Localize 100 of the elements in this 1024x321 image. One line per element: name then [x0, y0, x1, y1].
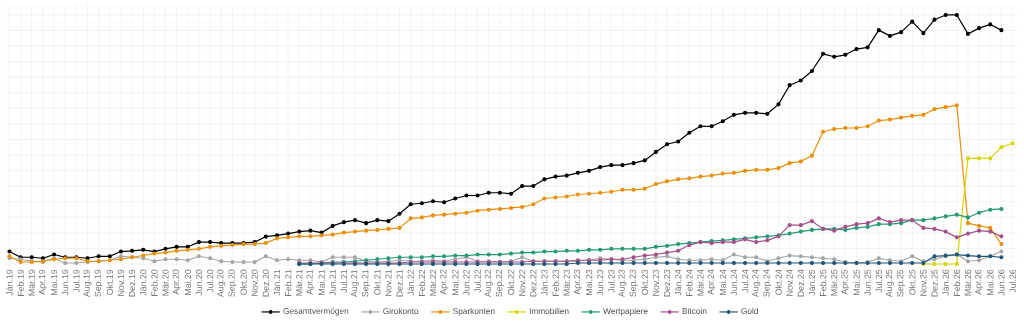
x-tick-label: Jul.26 [1009, 269, 1016, 293]
point [943, 261, 948, 267]
x-tick-label: Jul.23 [608, 269, 615, 293]
x-tick-label: Nov.24 [786, 269, 793, 296]
x-tick-label: Okt.21 [374, 269, 381, 295]
x-tick-label: Dez.23 [663, 269, 671, 297]
x-tick-label: Jul.24 [741, 269, 749, 293]
x-tick-label: Jun.19 [62, 269, 69, 296]
legend-label: Gold [741, 307, 758, 315]
legend-label: Wertpapiere [603, 307, 648, 316]
point [932, 261, 937, 267]
x-tick-label: Mär.25 [831, 269, 838, 296]
x-tick-label: Mär.19 [28, 269, 35, 296]
x-tick-label: Nov.21 [385, 269, 392, 296]
legend-label: Sparkonten [453, 307, 495, 316]
x-tick-label: Sep.23 [629, 269, 638, 297]
x-tick-label: Dez.25 [931, 269, 938, 297]
x-tick-label: Aug.19 [83, 269, 92, 298]
x-tick-label: Okt.19 [106, 269, 114, 295]
x-tick-label: Sep.20 [228, 269, 237, 297]
x-tick-label: Okt.24 [775, 269, 782, 295]
legend-label: Bitcoin [682, 307, 707, 315]
x-tick-label: Jul.21 [340, 269, 348, 293]
x-tick-label: Mär.21 [296, 269, 303, 296]
x-tick-label: Apr.24 [707, 269, 716, 295]
point [999, 145, 1004, 150]
x-tick-label: Mai.20 [184, 269, 192, 295]
x-tick-label: Sep.21 [362, 269, 371, 297]
x-tick-label: Okt.20 [240, 269, 247, 295]
x-tick-label: Mai.24 [719, 269, 726, 295]
x-tick-label: Mai.22 [452, 269, 459, 295]
x-tick-label: Mär.24 [697, 269, 704, 296]
x-tick-label: Apr.19 [38, 269, 47, 295]
x-tick-label: Feb.25 [819, 269, 827, 296]
point [965, 156, 971, 161]
x-tick-label: Feb.22 [418, 269, 426, 296]
x-tick-label: Jän.24 [675, 269, 682, 296]
x-tick-label: Aug.20 [217, 269, 226, 298]
point [1010, 141, 1015, 146]
x-tick-label: Mär.26 [964, 269, 972, 296]
x-tick-label: Dez.20 [262, 269, 269, 297]
x-tick-label: Jun.22 [463, 269, 470, 296]
x-tick-label: Apr.26 [975, 269, 984, 295]
x-tick-label: Jän.19 [6, 269, 13, 296]
x-tick-label: Feb.24 [686, 269, 693, 296]
x-tick-label: Sep.24 [763, 269, 772, 297]
x-tick-label: Jun.20 [195, 269, 203, 296]
x-tick-label: Feb.21 [284, 269, 292, 296]
x-tick-label: Dez.21 [396, 269, 403, 297]
x-tick-label: Mär.20 [162, 269, 169, 296]
x-tick-label: Aug.25 [885, 269, 894, 298]
x-tick-label: Dez.24 [797, 269, 804, 297]
x-tick-label: Jul.22 [474, 269, 481, 293]
x-tick-label: Feb.26 [953, 269, 961, 296]
x-tick-label: Dez.19 [128, 269, 136, 297]
x-tick-label: Nov.25 [920, 269, 927, 296]
x-tick-label: Mär.23 [563, 269, 570, 296]
x-tick-label: Sep.22 [495, 269, 504, 297]
legend-label: Gesamtvermögen [283, 308, 349, 316]
x-tick-label: Jän.23 [541, 269, 548, 296]
x-tick-label: Jun.21 [329, 269, 336, 296]
point [977, 156, 982, 161]
x-tick-label: Aug.23 [618, 269, 627, 298]
legend-label: Immobilien [529, 307, 569, 315]
x-tick-label: Feb.19 [17, 269, 24, 296]
x-tick-label: Okt.23 [641, 269, 648, 295]
x-tick-label: Feb.20 [151, 269, 158, 296]
x-tick-label: Mai.25 [853, 269, 860, 295]
x-tick-label: Sep.19 [94, 269, 103, 297]
x-tick-label: Nov.19 [117, 269, 125, 296]
x-tick-label: Apr.22 [440, 269, 449, 295]
x-tick-label: Aug.24 [752, 269, 761, 298]
x-tick-label: Mai.21 [318, 269, 325, 295]
x-tick-label: Jän.25 [808, 269, 816, 296]
x-tick-label: Mai.19 [50, 269, 58, 295]
x-tick-label: Apr.25 [841, 269, 850, 295]
x-tick-label: Feb.23 [552, 269, 559, 296]
x-tick-label: Sep.25 [897, 269, 906, 297]
legend-label: Girokonto [383, 307, 419, 315]
x-tick-label: Dez.22 [530, 269, 537, 297]
x-tick-label: Apr.23 [573, 269, 582, 295]
x-tick-label: Apr.21 [306, 269, 315, 295]
x-tick-label: Mai.23 [585, 269, 593, 295]
x-tick-label: Aug.22 [484, 269, 493, 298]
x-tick-label: Okt.25 [909, 269, 916, 295]
x-tick-label: Mär.22 [429, 269, 437, 296]
x-tick-label: Nov.22 [519, 269, 526, 296]
x-tick-label: Jun.23 [597, 269, 604, 296]
x-tick-label: Mai.26 [987, 269, 994, 295]
x-tick-label: Nov.23 [652, 269, 660, 296]
x-tick-label: Nov.20 [251, 269, 258, 296]
point [954, 261, 959, 267]
x-tick-label: Jun.26 [998, 269, 1005, 296]
x-tick-label: Jän.26 [942, 269, 949, 296]
x-tick-label: Aug.21 [350, 269, 359, 298]
x-tick-label: Jun.25 [864, 269, 871, 296]
point [988, 156, 993, 161]
x-tick-label: Jän.20 [140, 269, 147, 296]
x-tick-label: Jul.20 [206, 269, 214, 293]
x-tick-label: Apr.20 [172, 269, 181, 295]
